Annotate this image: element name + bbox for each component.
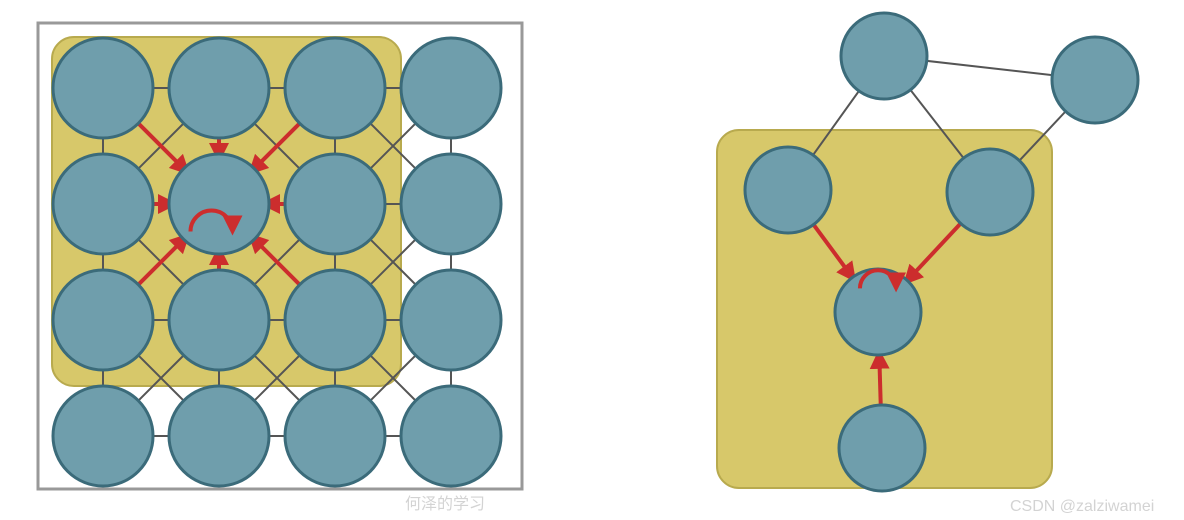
graph-node-left_n (745, 147, 831, 233)
grid-node (285, 386, 385, 486)
grid-node (169, 270, 269, 370)
graph-node-right_n (947, 149, 1033, 235)
grid-node (401, 154, 501, 254)
grid-node (53, 270, 153, 370)
grid-node (401, 270, 501, 370)
graph-node-bottom (839, 405, 925, 491)
grid-node (285, 270, 385, 370)
grid-node (169, 38, 269, 138)
left-grid-diagram (38, 23, 522, 489)
right-graph-diagram (717, 13, 1138, 491)
grid-node (401, 38, 501, 138)
grid-node (53, 38, 153, 138)
diagram-canvas (0, 0, 1184, 520)
grid-node (285, 154, 385, 254)
grid-node (169, 154, 269, 254)
grid-node (401, 386, 501, 486)
grid-node (53, 386, 153, 486)
grid-node (285, 38, 385, 138)
grid-node (53, 154, 153, 254)
graph-node-top (841, 13, 927, 99)
grid-node (169, 386, 269, 486)
graph-node-right (1052, 37, 1138, 123)
graph-node-center (835, 269, 921, 355)
